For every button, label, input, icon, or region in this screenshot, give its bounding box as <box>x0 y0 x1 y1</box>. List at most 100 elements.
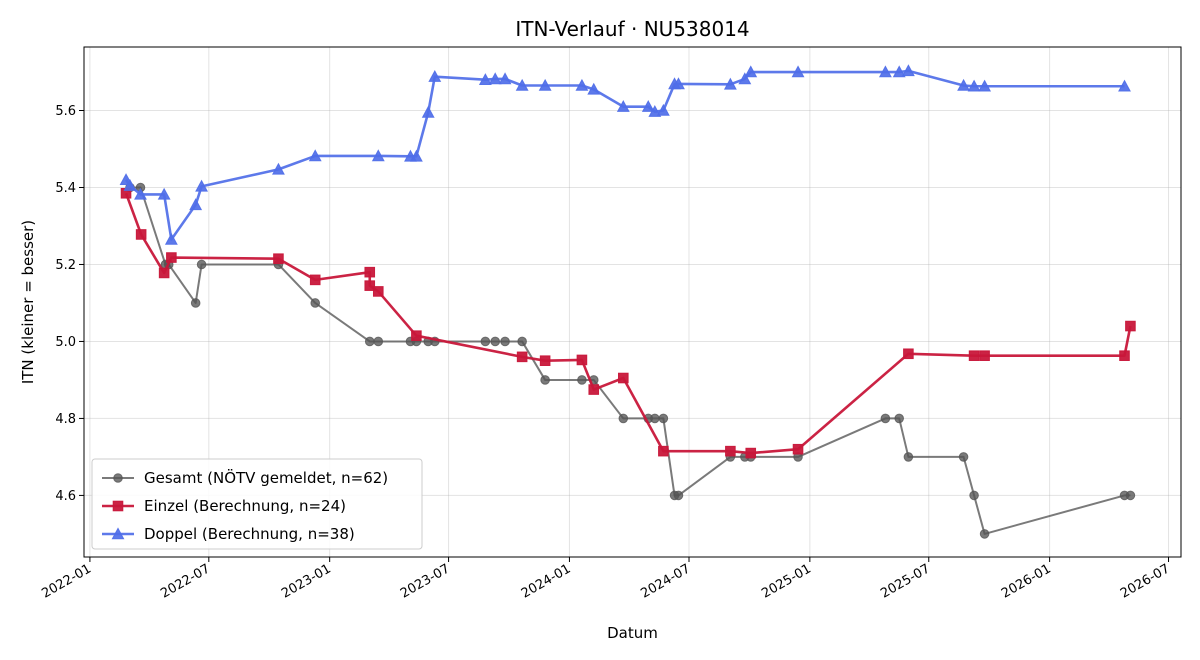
data-point <box>539 355 551 366</box>
data-point <box>488 72 502 85</box>
data-point <box>1118 79 1131 92</box>
data-point <box>658 413 669 424</box>
data-point <box>500 336 510 347</box>
data-point <box>364 266 376 278</box>
data-point <box>878 65 892 78</box>
data-point <box>480 336 491 347</box>
x-tick-label: 2024-07 <box>638 561 693 601</box>
data-point <box>157 187 171 200</box>
data-point <box>641 100 655 112</box>
data-point <box>880 413 891 424</box>
data-point <box>190 298 201 308</box>
data-point <box>967 79 981 92</box>
x-tick-label: 2023-01 <box>279 561 334 601</box>
x-tick-label: 2025-07 <box>878 561 933 601</box>
grid <box>84 47 1181 557</box>
data-point <box>273 253 284 264</box>
data-point <box>979 529 990 539</box>
data-point <box>958 452 969 462</box>
data-point <box>618 413 629 424</box>
legend-entry: Gesamt (NÖTV gemeldet, n=62) <box>102 468 388 487</box>
legend-box <box>91 458 423 550</box>
y-tick-label: 5.4 <box>55 181 76 196</box>
data-point <box>576 354 588 366</box>
data-point <box>516 351 528 363</box>
data-point <box>310 298 321 308</box>
data-point <box>648 105 662 117</box>
legend-marker <box>113 473 123 483</box>
data-point <box>588 384 600 395</box>
legend-marker <box>111 527 125 540</box>
data-point <box>618 372 629 384</box>
data-point <box>903 348 914 360</box>
x-tick-label: 2026-07 <box>1118 561 1173 601</box>
series-layer <box>119 64 1136 539</box>
data-point <box>658 445 669 457</box>
x-tick-label: 2022-01 <box>39 561 94 601</box>
data-point <box>792 443 804 455</box>
series-line <box>124 69 1125 241</box>
y-tick-label: 5.2 <box>55 258 76 273</box>
data-point <box>1125 320 1136 332</box>
data-point <box>968 350 980 361</box>
x-tick-label: 2024-01 <box>519 561 574 601</box>
data-point <box>517 336 527 347</box>
data-point <box>498 72 512 85</box>
data-point <box>372 286 384 297</box>
plot-frame <box>83 46 1182 558</box>
data-point <box>196 259 207 270</box>
x-axis-title: Datum <box>607 624 658 642</box>
data-point <box>1119 350 1130 361</box>
data-point <box>540 375 550 385</box>
data-point <box>1125 490 1136 501</box>
data-point <box>123 178 137 191</box>
x-tick-label: 2022-07 <box>158 561 213 601</box>
data-point <box>979 350 990 361</box>
data-point <box>478 73 492 85</box>
x-tick-label: 2026-01 <box>999 561 1054 601</box>
data-point <box>650 413 660 424</box>
y-tick-label: 5.0 <box>55 335 76 350</box>
data-point <box>164 232 178 245</box>
series-2 <box>119 64 1131 245</box>
data-point <box>616 100 630 112</box>
legend: Gesamt (NÖTV gemeldet, n=62) Einzel (Bere… <box>91 458 423 550</box>
data-point <box>577 375 587 385</box>
data-point <box>364 336 375 347</box>
x-tick-label: 2025-01 <box>759 561 814 601</box>
data-point <box>978 79 992 92</box>
y-tick-label: 4.8 <box>55 412 76 427</box>
data-point <box>791 65 805 78</box>
data-point <box>892 65 906 78</box>
legend-label: Einzel (Berechnung, n=24) <box>144 497 346 515</box>
data-point <box>195 179 209 192</box>
data-point <box>515 78 529 91</box>
data-point <box>673 490 684 501</box>
y-tick-label: 4.6 <box>55 489 76 504</box>
data-point <box>364 280 376 291</box>
data-point <box>587 82 601 95</box>
data-point <box>969 490 979 501</box>
data-point <box>744 65 758 78</box>
data-point <box>538 78 552 91</box>
data-point <box>656 103 670 116</box>
data-point <box>158 267 170 279</box>
data-point <box>428 69 442 82</box>
data-point <box>371 149 385 162</box>
legend-marker <box>112 500 124 512</box>
data-point <box>575 78 589 91</box>
data-point <box>421 105 435 118</box>
data-point <box>672 77 685 90</box>
data-point <box>309 274 321 286</box>
data-point <box>894 413 904 424</box>
data-point <box>738 72 752 85</box>
data-point <box>901 64 915 77</box>
legend-entry: Einzel (Berechnung, n=24) <box>102 497 346 515</box>
x-tick-label: 2023-07 <box>398 561 453 601</box>
data-point <box>411 330 422 341</box>
data-point <box>189 198 203 211</box>
data-point <box>166 252 177 263</box>
data-point <box>745 447 757 459</box>
data-point <box>135 229 147 240</box>
